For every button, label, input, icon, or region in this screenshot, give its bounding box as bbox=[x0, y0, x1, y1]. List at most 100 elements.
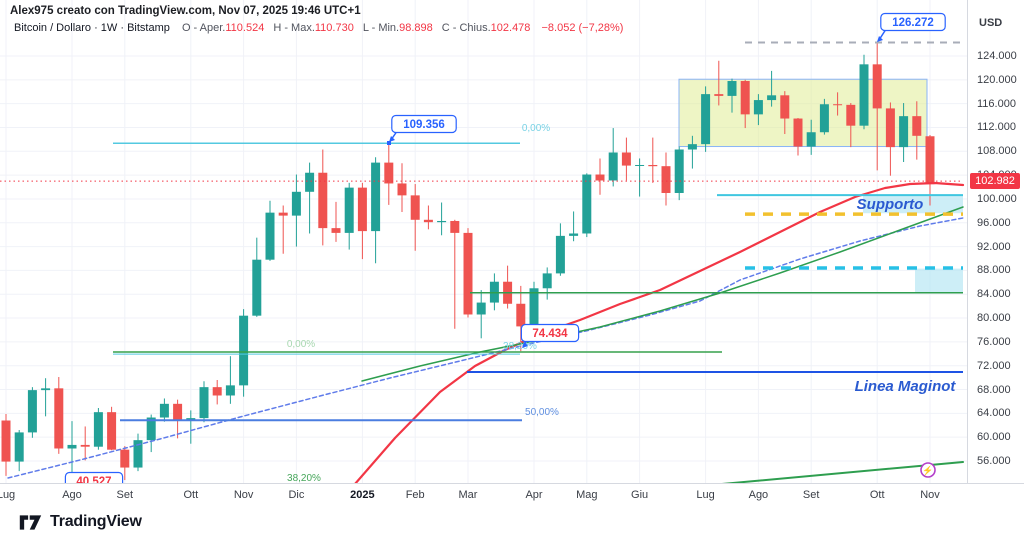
candle-body bbox=[463, 232, 473, 315]
ohlc-label: L - Min. bbox=[362, 22, 400, 34]
candle-body bbox=[595, 174, 605, 181]
time-tick-label-ott: Ott bbox=[869, 489, 885, 501]
price-tick-label: 72.000 bbox=[977, 359, 1011, 372]
time-tick-label-lug: Lug bbox=[0, 489, 16, 501]
candle-body bbox=[701, 94, 711, 145]
price-callout-text: 126.272 bbox=[892, 17, 934, 29]
candle-body bbox=[41, 388, 51, 391]
annotation-supporto[interactable]: Supporto bbox=[857, 196, 924, 213]
lightning-icon: ⚡ bbox=[922, 465, 933, 477]
price-callout[interactable] bbox=[880, 12, 946, 32]
candle-body bbox=[14, 432, 24, 462]
candle-body bbox=[252, 259, 262, 316]
symbol-legend[interactable]: Bitcoin / Dollaro · 1W · Bitstamp O - Ap… bbox=[14, 22, 623, 34]
price-tick-label: 64.000 bbox=[977, 407, 1011, 420]
range-box[interactable] bbox=[678, 78, 928, 148]
annotation-linea-maginot[interactable]: Linea Maginot bbox=[855, 378, 957, 395]
candle-body bbox=[608, 152, 618, 181]
candle-body bbox=[173, 403, 183, 421]
support-zone-1[interactable] bbox=[863, 195, 963, 214]
candle-body bbox=[67, 444, 77, 449]
ohlc-value: 102.478 bbox=[490, 22, 531, 34]
time-tick-label-mag: Mag bbox=[576, 489, 598, 501]
candle-body bbox=[582, 174, 592, 234]
candle-body bbox=[305, 172, 315, 192]
candle-body bbox=[912, 116, 922, 136]
price-tick-label: 96.000 bbox=[977, 216, 1011, 229]
candle-body bbox=[397, 183, 407, 196]
time-tick-label-giu: Giu bbox=[631, 489, 649, 501]
price-callout[interactable] bbox=[391, 114, 457, 134]
tradingview-logo-text: TradingView bbox=[50, 513, 142, 530]
callout-anchor-dot bbox=[387, 141, 391, 145]
price-callout[interactable] bbox=[64, 471, 124, 484]
time-tick-label-apr: Apr bbox=[525, 489, 543, 501]
red-ma[interactable] bbox=[348, 181, 965, 483]
price-callout-text: 109.356 bbox=[403, 119, 445, 131]
price-tick-label: 68.000 bbox=[977, 383, 1011, 396]
currency-label: USD bbox=[979, 17, 1003, 29]
price-tick-label: 60.000 bbox=[977, 431, 1011, 444]
candle-body bbox=[437, 220, 447, 223]
ohlc-label: C - Chius. bbox=[441, 22, 491, 34]
candle-body bbox=[899, 116, 909, 148]
time-tick-label-nov: Nov bbox=[920, 489, 940, 501]
candle-body bbox=[714, 94, 724, 96]
candle-body bbox=[529, 288, 539, 327]
candle-body bbox=[542, 273, 552, 289]
candle-body bbox=[833, 104, 843, 106]
price-tick-label: 100.000 bbox=[977, 192, 1017, 205]
candle-body bbox=[410, 195, 420, 220]
candle-body bbox=[569, 233, 579, 236]
time-tick-label-set: Set bbox=[802, 489, 820, 501]
time-tick-label-2025: 2025 bbox=[350, 489, 375, 501]
candle-body bbox=[291, 191, 301, 216]
candle-body bbox=[555, 235, 565, 274]
candle-body bbox=[212, 387, 222, 396]
price-tick-label: 80.000 bbox=[977, 312, 1011, 325]
price-callout[interactable] bbox=[520, 323, 580, 343]
candle-body bbox=[793, 118, 803, 147]
candle-body bbox=[265, 212, 275, 260]
lightning-marker[interactable] bbox=[920, 462, 936, 478]
callout-arrowhead bbox=[877, 36, 883, 42]
green-trendline[interactable] bbox=[361, 206, 964, 382]
candle-body bbox=[753, 100, 763, 115]
footer-bar: TradingView bbox=[0, 505, 1024, 539]
price-tick-label: 124.000 bbox=[977, 50, 1017, 62]
time-tick-label-mar: Mar bbox=[458, 489, 478, 501]
candle-body bbox=[146, 417, 156, 441]
time-axis[interactable]: Lug Ago Set Ott Nov Dic 2025 Feb Mar Apr Mag Giu Lug… bbox=[0, 483, 1024, 506]
price-axis[interactable]: USD 102.982 124.000 120.000 116.000 112.000… bbox=[967, 0, 1024, 483]
time-tick-label-dic: Dic bbox=[288, 489, 305, 501]
attribution-text: Alex975 creato con TradingView.com, Nov … bbox=[10, 5, 361, 17]
last-price-label: 102.982 bbox=[970, 173, 1020, 190]
callout-arrowhead bbox=[522, 342, 528, 348]
candle-body bbox=[621, 152, 631, 166]
price-tick-label: 84.000 bbox=[977, 288, 1011, 301]
candle-body bbox=[635, 164, 645, 166]
tradingview-logo-icon bbox=[19, 514, 42, 530]
green-bottom-trendline[interactable] bbox=[700, 461, 964, 483]
callout-arrowhead bbox=[389, 136, 395, 142]
candle-body bbox=[872, 64, 882, 109]
tradingview-logo[interactable]: TradingView bbox=[19, 513, 142, 531]
time-tick-label-feb: Feb bbox=[405, 489, 425, 501]
price-tick-label: 108.000 bbox=[977, 145, 1017, 158]
price-chart-canvas[interactable]: 0,00% 38,20% 50,00% 0,00% 38,20% 126.272 109.3… bbox=[0, 0, 1024, 483]
candle-body bbox=[278, 212, 288, 216]
candle-body bbox=[344, 187, 354, 233]
candle-body bbox=[687, 144, 697, 150]
symbol-title[interactable]: Bitcoin / Dollaro · 1W · Bitstamp bbox=[14, 22, 170, 34]
candle-body bbox=[239, 315, 249, 386]
fib-green-0-label: 0,00% bbox=[287, 339, 315, 350]
fib-382-label: 38,20% bbox=[503, 341, 537, 352]
candle-body bbox=[93, 412, 103, 447]
ohlc-value: 110.524 bbox=[225, 22, 265, 34]
ohlc-values: O - Aper.110.524 H - Max.110.730 L - Min.9… bbox=[173, 22, 530, 34]
price-tick-label: 88.000 bbox=[977, 264, 1011, 277]
candle-body bbox=[925, 136, 935, 185]
support-zone-2[interactable] bbox=[915, 268, 963, 293]
time-tick-label-ago: Ago bbox=[748, 489, 769, 501]
candle-body bbox=[27, 390, 37, 433]
